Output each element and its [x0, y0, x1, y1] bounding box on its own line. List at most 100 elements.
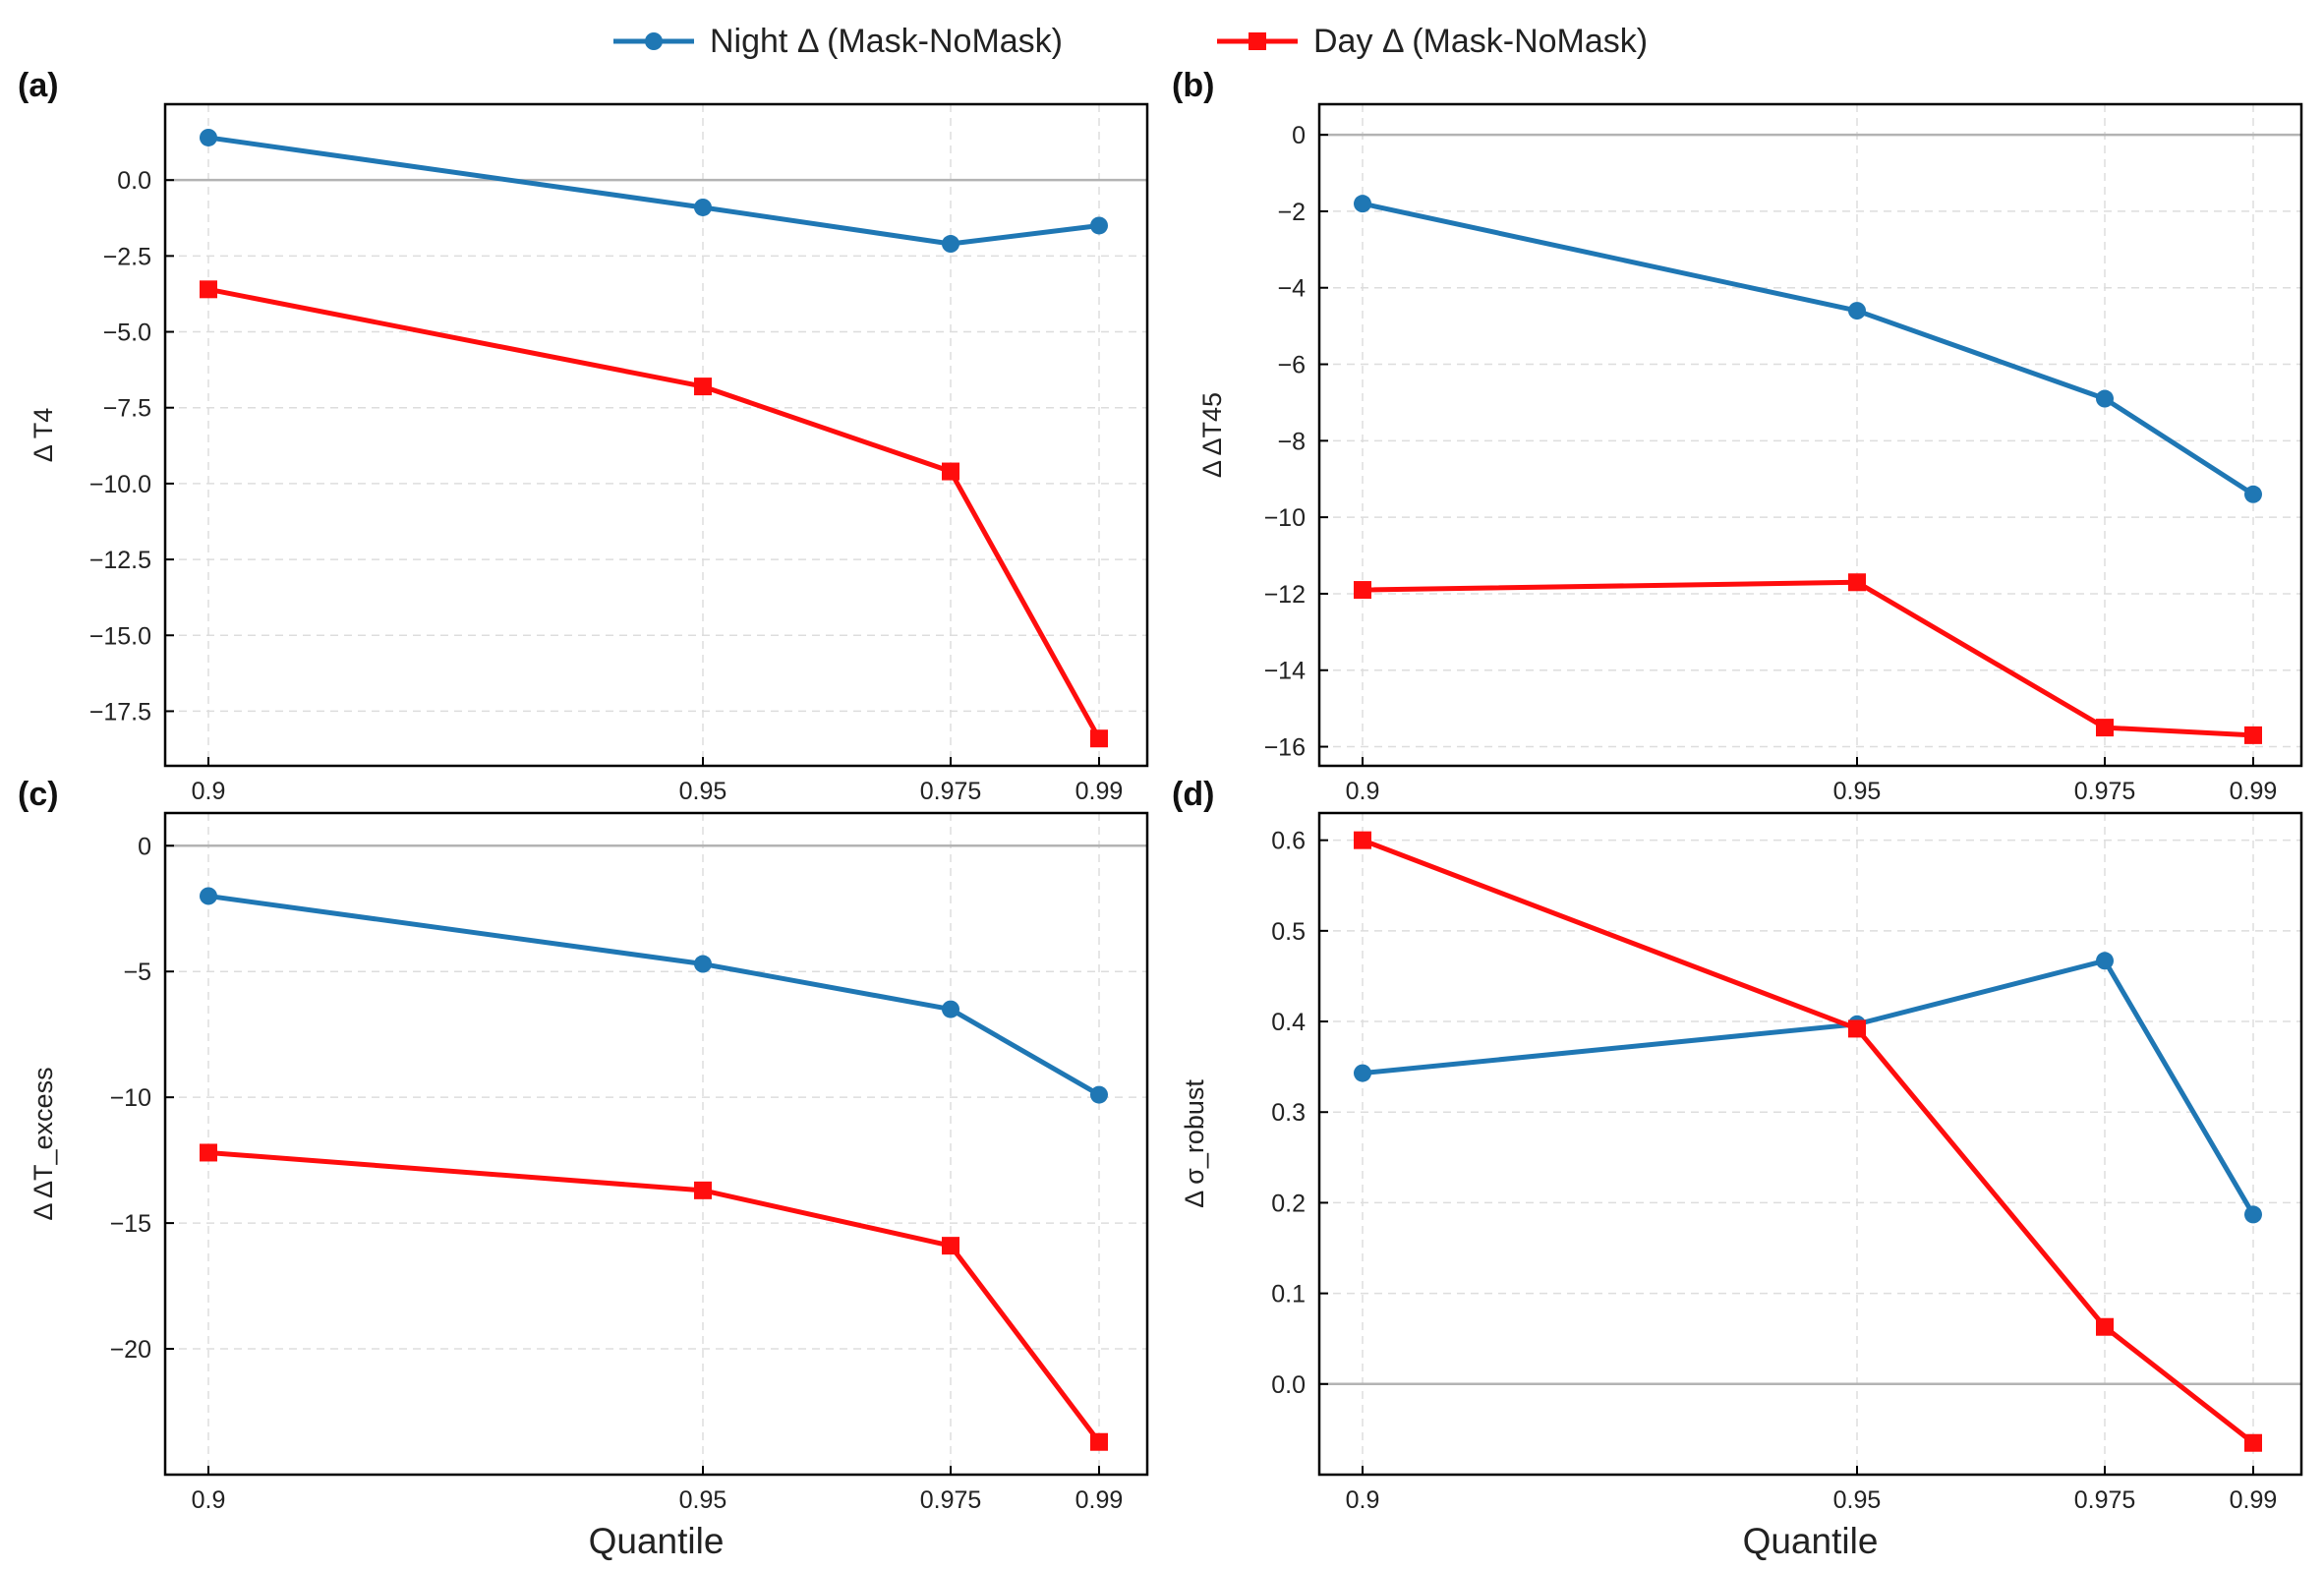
day-point: [200, 1143, 217, 1162]
day-series-line: [207, 286, 1102, 740]
plot-frame: [1317, 811, 2303, 1477]
legend-item-night: Night Δ (Mask-NoMask): [611, 12, 1063, 71]
panel-d: 0.6 0.5 0.4 0.3 0.2 0.1 0.0 0.9 0.95 0.975 0.99 Δ σ…: [1172, 776, 2303, 1561]
x-tick-label: 0.99: [1075, 778, 1124, 805]
y-tick-label: 0.5: [1271, 918, 1306, 946]
y-tick-label: 0: [138, 833, 151, 860]
x-tick-label: 0.9: [1346, 1486, 1380, 1514]
night-point: [2096, 389, 2114, 408]
y-tick-label: −2: [1277, 199, 1306, 226]
night-point: [1090, 216, 1108, 235]
x-tick-label: 0.9: [1346, 778, 1380, 805]
y-tick-label: −5: [123, 959, 151, 986]
x-tick-label: 0.975: [2074, 1486, 2136, 1514]
day-point: [1090, 729, 1108, 748]
panel-a: 0.0 −2.5 −5.0 −7.5 −10.0 −12.5 −15.0 −17.5 0.9 0.…: [18, 67, 1149, 805]
day-series-line: [207, 1149, 1101, 1444]
night-point: [200, 128, 217, 146]
y-tick-label: −12: [1264, 581, 1306, 609]
night-point: [2096, 952, 2114, 970]
day-point: [200, 280, 217, 299]
night-point: [694, 955, 712, 973]
night-point: [2244, 1205, 2262, 1224]
panel-label: (c): [18, 776, 59, 813]
day-point: [2096, 1317, 2114, 1336]
y-axis-label: Δ T4: [29, 408, 58, 463]
y-tick-label: −10: [110, 1084, 151, 1112]
day-series-line: [1362, 838, 2255, 1445]
day-point: [2244, 726, 2262, 744]
x-tick-label: 0.9: [192, 778, 226, 805]
day-point: [1848, 1019, 1866, 1038]
day-point: [1354, 831, 1371, 849]
night-series-line: [207, 135, 1100, 247]
night-series-line: [207, 893, 1101, 1097]
y-tick-label: −10.0: [89, 471, 151, 498]
day-point: [942, 1237, 959, 1255]
x-tick-label: 0.95: [679, 778, 727, 805]
x-tick-label: 0.975: [920, 1486, 982, 1514]
x-tick-label: 0.99: [1075, 1486, 1124, 1514]
y-tick-label: 0.2: [1271, 1190, 1306, 1217]
legend-night-marker: [613, 32, 694, 50]
y-tick-label: −4: [1277, 275, 1306, 303]
y-tick-label: −16: [1264, 734, 1306, 762]
day-point: [694, 1181, 712, 1199]
y-tick-label: 0.3: [1271, 1099, 1306, 1127]
y-tick-label: −5.0: [103, 320, 151, 347]
y-tick-label: −8: [1277, 428, 1306, 455]
y-tick-label: −7.5: [103, 395, 151, 423]
day-point: [1090, 1432, 1108, 1451]
night-series-line: [1362, 958, 2256, 1216]
x-tick-label: 0.95: [679, 1486, 727, 1514]
y-tick-label: −6: [1277, 352, 1306, 379]
panel-label: (d): [1172, 776, 1214, 813]
night-point: [1354, 195, 1371, 213]
x-tick-label: 0.95: [1833, 1486, 1882, 1514]
y-tick-label: −14: [1264, 658, 1307, 685]
night-point: [694, 198, 712, 216]
x-tick-label: 0.99: [2230, 1486, 2278, 1514]
day-point: [2096, 719, 2114, 737]
x-axis-label: Quantile: [1743, 1521, 1879, 1561]
x-tick-label: 0.95: [1833, 778, 1882, 805]
y-tick-label: −2.5: [103, 243, 151, 270]
panel-b: 0 −2 −4 −6 −8 −10 −12 −14 −16 0.9 0.95 0.975 0.99 Δ Δ…: [1172, 67, 2303, 805]
y-tick-label: 0.4: [1271, 1009, 1306, 1036]
night-point: [942, 235, 959, 254]
y-tick-label: −10: [1264, 504, 1306, 532]
y-tick-label: 0: [1292, 122, 1306, 149]
y-axis-label: Δ ΔT45: [1197, 392, 1227, 478]
day-point: [2244, 1433, 2262, 1452]
night-point: [200, 887, 217, 905]
panel-label: (b): [1172, 67, 1214, 104]
y-tick-label: −20: [110, 1336, 151, 1364]
y-tick-label: −15: [110, 1210, 151, 1238]
day-point: [1848, 573, 1866, 592]
y-tick-label: 0.0: [117, 167, 151, 195]
panel-c: 0 −5 −10 −15 −20 0.9 0.95 0.975 0.99 Δ ΔT_excess (…: [18, 776, 1149, 1561]
plot-frame: [163, 102, 1149, 768]
y-tick-label: 0.1: [1271, 1281, 1306, 1308]
y-tick-label: −12.5: [89, 547, 151, 574]
x-axis-label: Quantile: [589, 1521, 725, 1561]
y-axis-label: Δ ΔT_excess: [29, 1067, 58, 1220]
night-point: [942, 1000, 959, 1018]
plot-frame: [163, 811, 1149, 1477]
day-point: [1354, 581, 1371, 600]
legend-night-label: Night Δ (Mask-NoMask): [710, 22, 1063, 60]
legend-item-day: Day Δ (Mask-NoMask): [1215, 12, 1648, 71]
y-tick-label: 0.0: [1271, 1371, 1306, 1399]
legend: Night Δ (Mask-NoMask) Day Δ (Mask-NoMask…: [0, 12, 2324, 71]
night-series-line: [1362, 201, 2255, 496]
y-tick-label: −17.5: [89, 698, 151, 726]
x-tick-label: 0.975: [920, 778, 982, 805]
night-point: [2244, 485, 2262, 503]
y-tick-label: 0.6: [1271, 828, 1306, 855]
plot-frame: [1317, 102, 2303, 768]
day-point: [942, 462, 959, 481]
night-point: [1354, 1064, 1371, 1082]
night-point: [1090, 1085, 1108, 1104]
day-series-line: [1362, 579, 2254, 738]
